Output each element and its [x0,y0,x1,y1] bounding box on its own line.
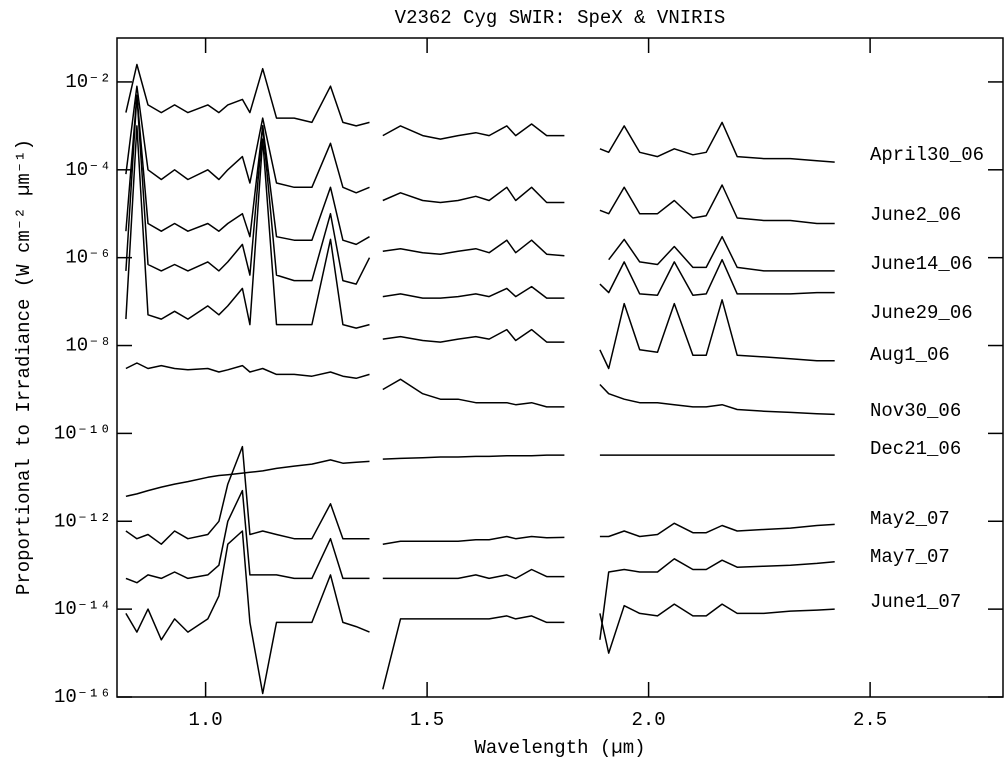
series-label: June14_06 [870,253,973,275]
y-tick-label: 10⁻⁸ [65,335,111,357]
x-tick-label: 1.5 [410,709,444,731]
y-tick-label: 10⁻² [65,71,111,93]
series-line [125,454,835,498]
plot-frame [116,37,1004,698]
series-line [125,445,835,545]
series-label: April30_06 [870,144,984,166]
series-label: June1_07 [870,591,961,613]
series-line [125,489,835,640]
x-tick-label: 2.0 [631,709,665,731]
series-line [125,94,835,299]
chart-title: V2362 Cyg SWIR: SpeX & VNIRIS [395,7,726,29]
series-label: June2_06 [870,204,961,226]
series-line [125,125,835,370]
series-line [125,94,835,272]
series-label: Dec21_06 [870,438,961,460]
x-axis-label: Wavelength (µm) [474,737,645,759]
y-tick-label: 10⁻⁴ [65,159,111,181]
series-label: May2_07 [870,508,950,530]
series-label: Nov30_06 [870,400,961,422]
x-tick-label: 1.0 [188,709,222,731]
series-line [125,85,835,225]
y-tick-label: 10⁻¹⁶ [54,686,111,708]
series-line [125,362,835,416]
y-axis-label: Proportional to Irradiance (W cm⁻² µm⁻¹) [13,139,35,595]
series-label: Aug1_06 [870,344,950,366]
y-tick-label: 10⁻¹² [54,510,111,532]
series-line [125,530,835,695]
y-tick-label: 10⁻¹⁰ [54,422,111,444]
series-line [125,63,835,163]
y-tick-label: 10⁻¹⁴ [54,598,111,620]
y-tick-label: 10⁻⁶ [65,247,111,269]
series-label: June29_06 [870,302,973,324]
x-tick-label: 2.5 [853,709,887,731]
series-label: May7_07 [870,546,950,568]
